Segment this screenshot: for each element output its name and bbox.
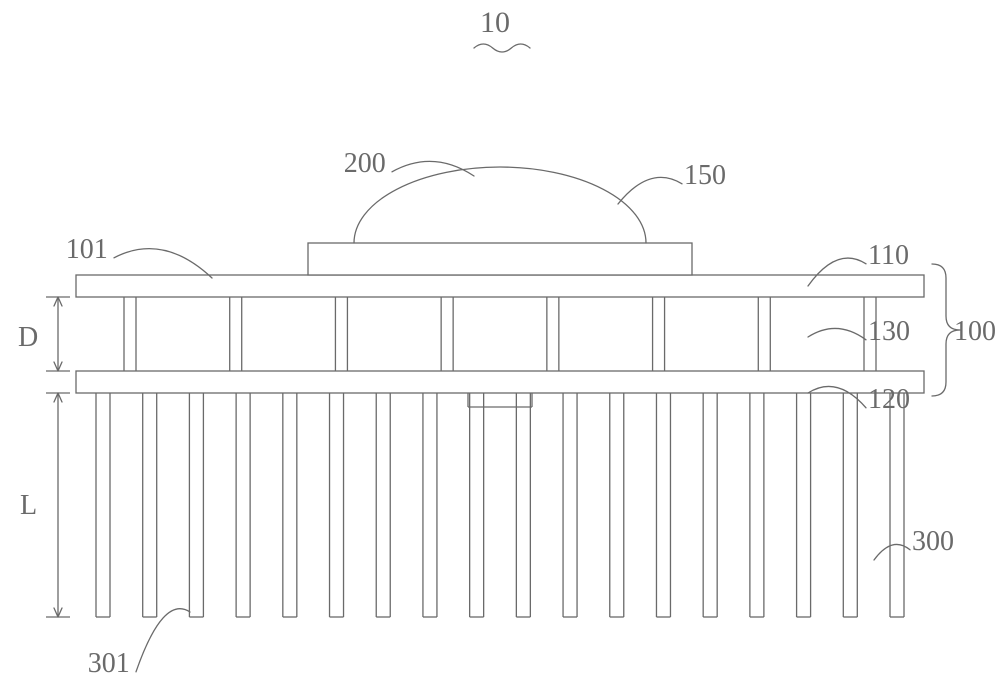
callout-200: 200 xyxy=(344,148,386,180)
callout-130: 130 xyxy=(868,316,910,348)
brace-label-100: 100 xyxy=(954,316,996,348)
callout-101: 101 xyxy=(66,234,108,266)
diagram-stage: 10 D L 101 200 150 110 130 120 300 301 1… xyxy=(0,0,1000,695)
dim-label-L: L xyxy=(20,490,37,522)
callout-110: 110 xyxy=(868,240,909,272)
callout-300: 300 xyxy=(912,526,954,558)
figure-number: 10 xyxy=(480,6,510,40)
callout-301: 301 xyxy=(88,648,130,680)
diagram-svg xyxy=(0,0,1000,695)
dim-label-D: D xyxy=(18,322,38,354)
callout-150: 150 xyxy=(684,160,726,192)
callout-120: 120 xyxy=(868,384,910,416)
